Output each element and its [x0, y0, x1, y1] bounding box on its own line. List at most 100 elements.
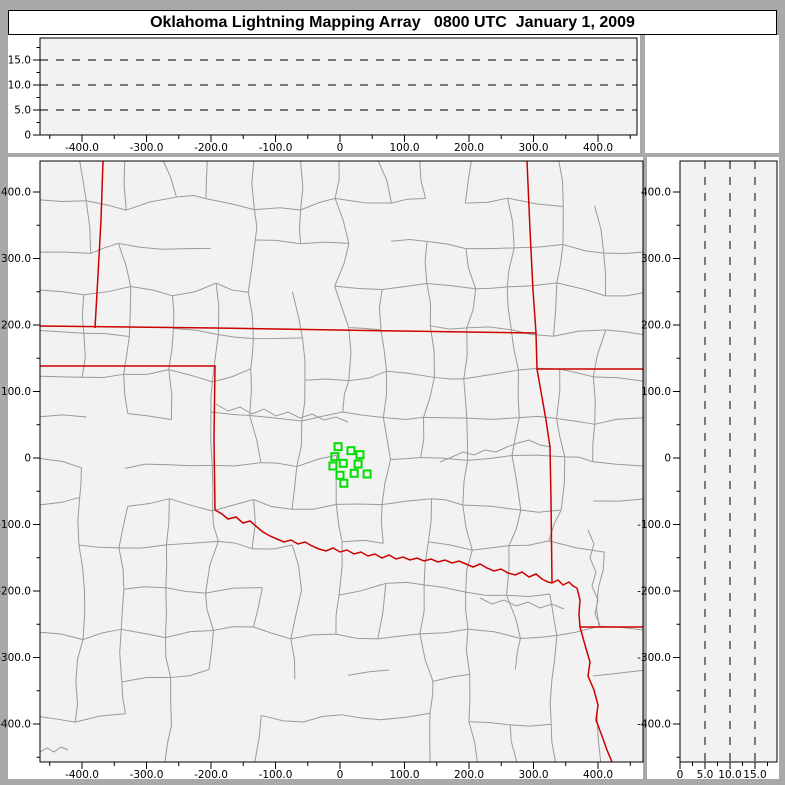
county-line [81, 333, 86, 378]
y-tick-label: -400.0 [0, 719, 31, 731]
altitude-ns-plot[interactable]: 400.0 300.0 200.0 100.0 0 -100.0 -200.0 -300.0 -… [637, 160, 778, 781]
county-line [423, 377, 435, 418]
county-line [465, 550, 473, 593]
county-line [253, 499, 293, 510]
county-line [424, 241, 428, 284]
x-tick-label: -100.0 [259, 769, 293, 781]
county-line [303, 714, 343, 723]
plan-view-plot-area [39, 160, 644, 763]
county-line [168, 369, 213, 383]
county-line [249, 368, 252, 416]
county-line [558, 161, 564, 207]
county-line [380, 712, 431, 721]
county-line [255, 239, 301, 245]
county-line [341, 714, 381, 721]
county-line [291, 466, 298, 510]
x-tick-label: -300.0 [130, 769, 164, 781]
county-line [212, 499, 254, 512]
county-line [77, 497, 81, 546]
county-line [250, 338, 254, 369]
y-tick-label: 100.0 [1, 386, 31, 398]
county-line [40, 716, 76, 723]
county-line [169, 498, 213, 512]
county-line [431, 498, 463, 506]
county-line [520, 635, 557, 639]
county-line [170, 677, 172, 726]
county-line [465, 592, 469, 630]
county-line [514, 638, 521, 670]
county-line [126, 196, 177, 211]
x-tick-label: 200.0 [454, 769, 484, 781]
county-line [378, 289, 383, 330]
county-line [75, 639, 84, 682]
county-line [423, 541, 429, 585]
county-line [40, 330, 84, 334]
county-line [205, 161, 208, 199]
county-line [556, 244, 564, 283]
altitude-ew-plot[interactable]: 15.0 10.0 5.0 0 -400.0 -300.0 -200.0 -100.0 0 100… [8, 37, 638, 154]
county-line [430, 325, 467, 330]
county-line [119, 629, 123, 682]
county-line [212, 462, 261, 467]
county-line [40, 251, 91, 254]
county-line [468, 674, 471, 722]
county-line [165, 498, 170, 545]
county-line [123, 336, 130, 375]
y-tick-label: 400.0 [641, 187, 671, 199]
county-line [338, 582, 386, 596]
county-line [118, 242, 163, 250]
county-line [83, 285, 131, 296]
border-line [215, 403, 349, 423]
county-line [83, 332, 130, 338]
border-line [40, 365, 216, 511]
county-line [334, 285, 383, 291]
county-line [334, 286, 350, 328]
county-line [123, 369, 169, 375]
lma-station-marker [330, 452, 340, 462]
county-line [510, 329, 519, 371]
county-line [205, 541, 219, 594]
county-line [428, 541, 473, 551]
plan-view-plot[interactable]: 400.0 300.0 200.0 100.0 0 -100.0 -200.0 -300.0 -… [0, 160, 644, 781]
county-line [165, 544, 168, 588]
county-line [562, 244, 604, 254]
county-line [603, 251, 643, 255]
county-line [81, 294, 85, 334]
county-line [249, 414, 302, 422]
x-tick-label: 5.0 [697, 769, 714, 781]
y-tick-label: 0 [24, 453, 31, 465]
county-line [79, 161, 87, 201]
county-line [205, 593, 214, 631]
lma-station-marker [333, 442, 343, 452]
county-line [338, 541, 343, 596]
county-line [419, 161, 427, 199]
county-line [162, 247, 211, 250]
county-line [40, 414, 87, 418]
border-line [526, 161, 537, 334]
county-line [334, 161, 340, 199]
county-line [121, 681, 127, 714]
y-tick-label: 200.0 [1, 320, 31, 332]
county-line [464, 161, 472, 204]
county-line [253, 337, 303, 340]
county-line [215, 283, 220, 335]
county-line [165, 629, 214, 639]
county-line [301, 337, 306, 381]
county-line [168, 464, 213, 467]
county-line [85, 200, 92, 254]
county-line [467, 628, 521, 639]
border-line [94, 161, 104, 329]
county-line [506, 247, 515, 287]
county-line [253, 209, 258, 241]
lma-station-marker [328, 461, 338, 471]
county-line [127, 413, 172, 421]
county-line [335, 504, 343, 542]
county-line [559, 368, 594, 378]
county-line [426, 283, 432, 326]
border-line [576, 587, 643, 628]
altitude-ns-plot-area [679, 160, 778, 763]
county-line [390, 457, 421, 460]
window-title: Oklahoma Lightning Mapping Array 0800 UT… [8, 10, 777, 35]
y-tick-label: 200.0 [641, 320, 671, 332]
county-line [168, 328, 174, 370]
